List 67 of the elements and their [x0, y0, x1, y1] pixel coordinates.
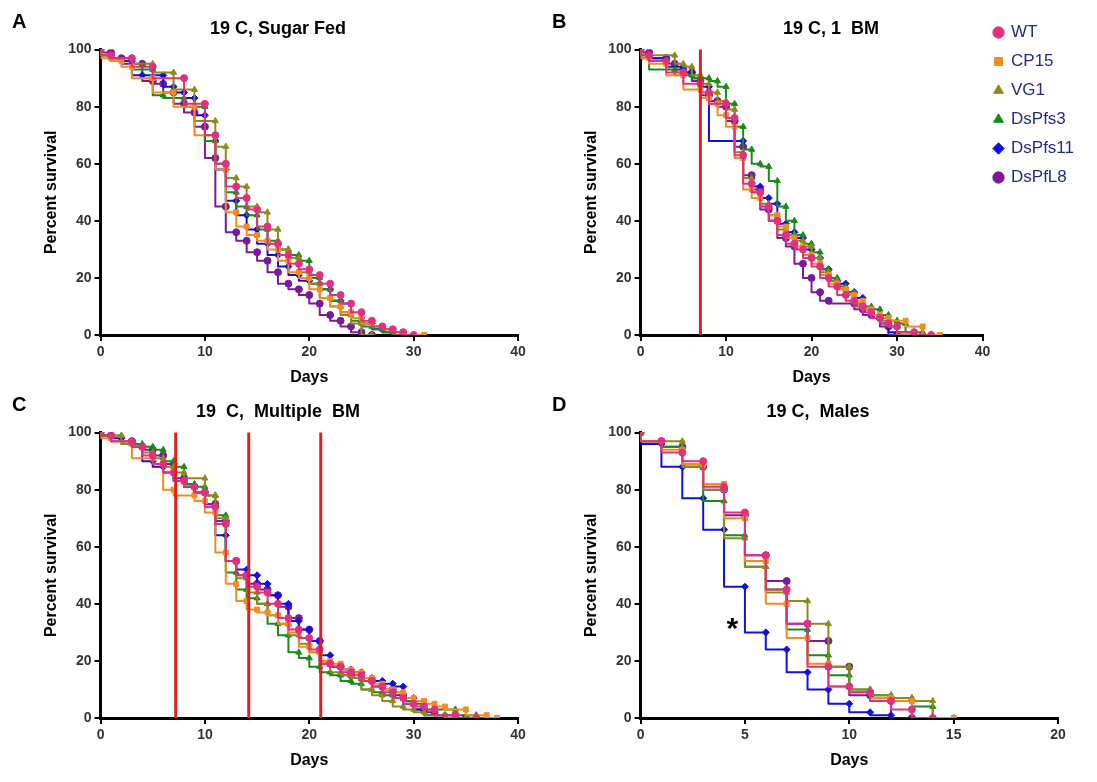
x-tick-label: 40 — [510, 726, 526, 743]
y-tick-label: 40 — [615, 211, 632, 228]
x-tick-label: 20 — [803, 343, 820, 360]
chart-title: 19 C, Sugar Fed — [209, 17, 347, 38]
y-tick-label: 0 — [83, 325, 92, 342]
text: A — [12, 9, 27, 32]
legend-label: WT — [1011, 22, 1038, 42]
y-axis-title: Percent survival — [582, 130, 600, 255]
x-tick-label: 20 — [1050, 726, 1066, 743]
x-axis-title: Days — [830, 750, 869, 768]
y-tick-label: 80 — [615, 480, 632, 497]
x-tick-label: 10 — [841, 726, 858, 743]
legend-label: VG1 — [1011, 80, 1046, 100]
x-tick-label: 0 — [636, 726, 645, 743]
chart-title: 19 C, Males — [766, 400, 870, 421]
x-tick-label: 30 — [405, 343, 422, 360]
y-axis-title: Percent survival — [42, 513, 60, 638]
x-tick-label: 40 — [974, 343, 991, 360]
legend-label: DsPfL8 — [1011, 167, 1067, 187]
y-tick-label: 100 — [608, 423, 632, 440]
x-axis-title: Days — [290, 367, 329, 385]
y-tick-label: 20 — [615, 651, 632, 668]
x-tick-label: 5 — [741, 726, 750, 743]
x-tick-label: 0 — [96, 726, 105, 743]
x-tick-label: 10 — [197, 343, 213, 360]
x-tick-label: 40 — [510, 343, 526, 360]
y-tick-label: 0 — [83, 708, 92, 725]
x-axis-title: Days — [290, 750, 329, 768]
text: D — [552, 392, 567, 415]
chart-title: 19 C, 1 BM — [782, 17, 880, 38]
x-tick-label: 20 — [301, 343, 318, 360]
y-tick-label: 80 — [615, 97, 632, 114]
x-tick-label: 30 — [889, 343, 906, 360]
y-axis-title: Percent survival — [582, 513, 600, 638]
y-tick-label: 100 — [608, 40, 632, 57]
legend-label: CP15 — [1011, 51, 1054, 71]
y-tick-label: 100 — [68, 40, 92, 57]
y-tick-label: 20 — [75, 651, 92, 668]
x-tick-label: 10 — [197, 726, 213, 743]
y-tick-label: 60 — [615, 154, 632, 171]
annotation: * — [726, 610, 739, 644]
y-tick-label: 80 — [75, 97, 92, 114]
y-tick-label: 0 — [623, 325, 632, 342]
x-tick-label: 10 — [718, 343, 735, 360]
x-tick-label: 0 — [636, 343, 645, 360]
y-axis-title: Percent survival — [42, 130, 60, 255]
y-tick-label: 20 — [615, 268, 632, 285]
text: B — [552, 9, 567, 32]
legend-label: DsPfs3 — [1011, 109, 1066, 129]
x-tick-label: 20 — [301, 726, 318, 743]
y-tick-label: 100 — [68, 423, 92, 440]
legend-label: DsPfs11 — [1011, 138, 1075, 158]
y-tick-label: 0 — [623, 708, 632, 725]
chart-title: 19 C, Multiple BM — [195, 400, 361, 421]
y-tick-label: 60 — [75, 537, 92, 554]
y-tick-label: 40 — [75, 211, 92, 228]
x-tick-label: 0 — [96, 343, 105, 360]
y-tick-label: 80 — [75, 480, 92, 497]
x-axis-title: Days — [792, 367, 831, 385]
y-tick-label: 60 — [75, 154, 92, 171]
y-tick-label: 40 — [615, 594, 632, 611]
text: C — [12, 392, 27, 415]
y-tick-label: 20 — [75, 268, 92, 285]
y-tick-label: 60 — [615, 537, 632, 554]
y-tick-label: 40 — [75, 594, 92, 611]
x-tick-label: 30 — [405, 726, 422, 743]
x-tick-label: 15 — [945, 726, 962, 743]
